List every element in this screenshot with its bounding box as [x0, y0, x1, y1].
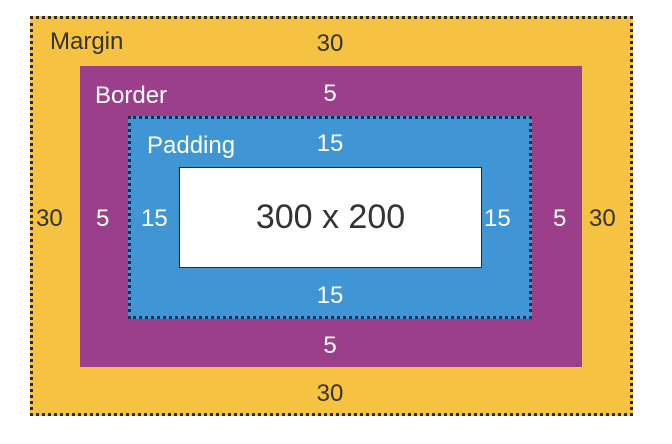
margin-label: Margin — [50, 28, 124, 55]
border-right-value: 5 — [553, 205, 567, 232]
margin-right-value: 30 — [589, 205, 616, 232]
content-box: 300 x 200 — [179, 167, 482, 268]
border-label: Border — [95, 82, 168, 109]
padding-label: Padding — [147, 132, 236, 159]
border-left-value: 5 — [96, 205, 110, 232]
padding-top-value: 15 — [316, 130, 344, 157]
padding-right-value: 15 — [484, 205, 511, 232]
margin-top-value: 30 — [316, 30, 344, 57]
padding-left-value: 15 — [141, 205, 168, 232]
border-top-value: 5 — [323, 80, 337, 107]
border-bottom-value: 5 — [323, 332, 337, 359]
content-size-label: 300 x 200 — [255, 198, 406, 236]
padding-bottom-value: 15 — [316, 282, 344, 309]
margin-bottom-value: 30 — [316, 380, 344, 407]
margin-left-value: 30 — [36, 205, 63, 232]
